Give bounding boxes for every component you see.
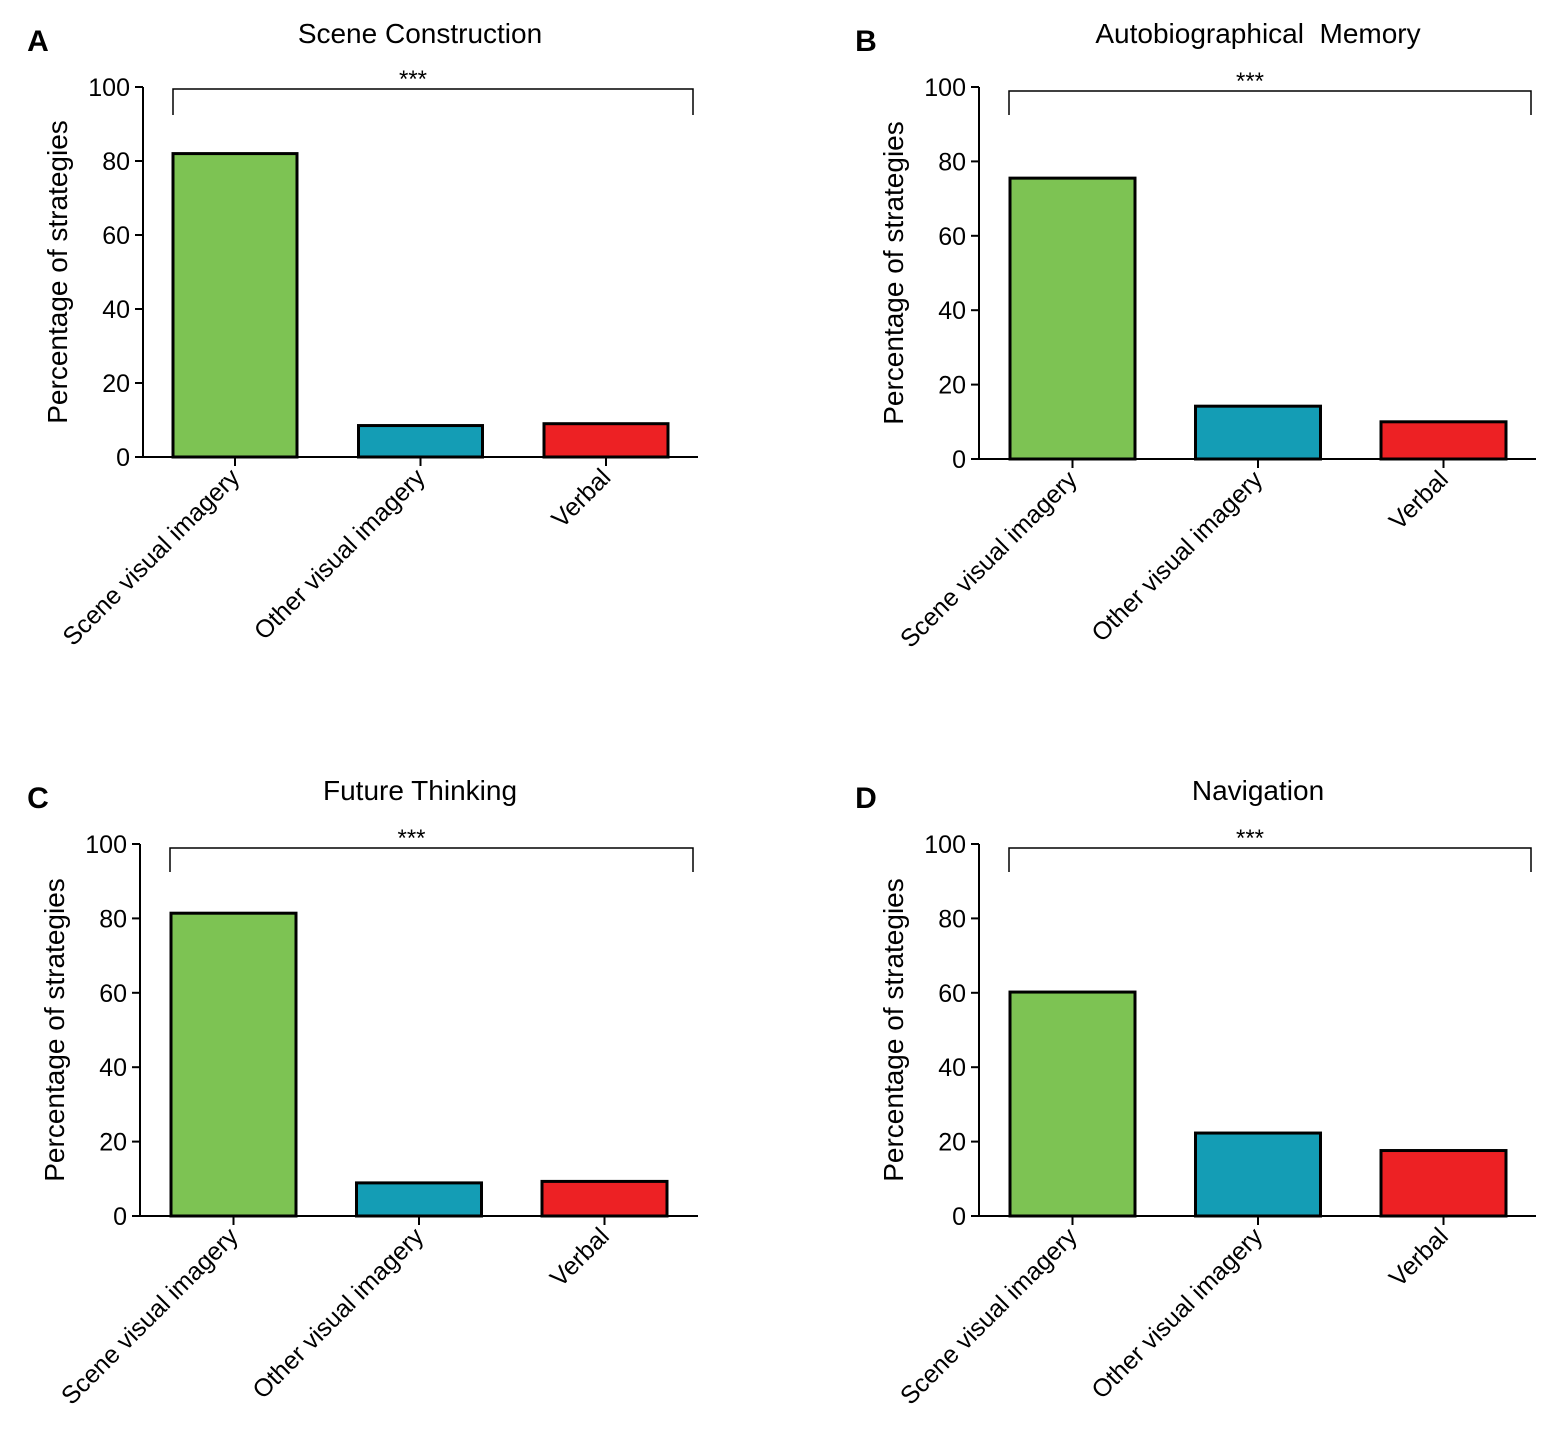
panel-letter: D bbox=[855, 782, 877, 815]
bar-verbal bbox=[540, 1179, 669, 1218]
panel-d: D Navigation Percentage of strategies 0 20 40… bbox=[855, 775, 1536, 1410]
x-tick-label: Other visual imagery bbox=[247, 1222, 429, 1404]
y-tick-label: 60 bbox=[938, 980, 966, 1008]
y-tick-label: 20 bbox=[102, 370, 130, 398]
y-tick-label: 0 bbox=[952, 446, 966, 474]
significance-bracket bbox=[1008, 847, 1532, 872]
bar-other-visual-imagery bbox=[357, 424, 484, 459]
bar-other-visual-imagery bbox=[1194, 1131, 1322, 1218]
x-tick-label: Other visual imagery bbox=[1086, 1222, 1268, 1404]
x-tick-label: Scene visual imagery bbox=[895, 465, 1083, 653]
significance-label: *** bbox=[1236, 68, 1264, 95]
y-tick-label: 80 bbox=[938, 905, 966, 933]
x-tick-label: Scene visual imagery bbox=[895, 1222, 1083, 1410]
y-tick-label: 0 bbox=[113, 1203, 127, 1231]
significance-bracket bbox=[169, 847, 694, 872]
x-tick-label: Verbal bbox=[545, 1222, 615, 1292]
bar-scene-visual-imagery bbox=[169, 911, 298, 1218]
y-tick-label: 80 bbox=[99, 905, 127, 933]
y-tick-label: 80 bbox=[938, 148, 966, 176]
panel-letter: C bbox=[27, 782, 49, 815]
panel-c: C Future Thinking Percentage of strategies… bbox=[27, 775, 698, 1410]
significance-bracket bbox=[1008, 90, 1532, 115]
y-tick-label: 20 bbox=[99, 1129, 127, 1157]
y-tick-label: 40 bbox=[102, 296, 130, 324]
bar-scene-visual-imagery bbox=[1008, 176, 1137, 461]
y-tick-label: 20 bbox=[938, 372, 966, 400]
y-tick-label: 20 bbox=[938, 1129, 966, 1157]
y-tick-label: 100 bbox=[85, 831, 127, 859]
bar-verbal bbox=[542, 422, 670, 459]
y-tick-label: 40 bbox=[99, 1054, 127, 1082]
y-axis-label: Percentage of strategies bbox=[878, 121, 909, 425]
bar-verbal bbox=[1379, 1149, 1508, 1218]
significance-label: *** bbox=[397, 825, 425, 852]
y-tick-label: 0 bbox=[116, 444, 130, 472]
x-tick-label: Scene visual imagery bbox=[57, 463, 245, 651]
x-tick-label: Verbal bbox=[1384, 465, 1454, 535]
significance-bracket bbox=[172, 88, 694, 115]
y-tick-label: 80 bbox=[102, 148, 130, 176]
y-axis-label: Percentage of strategies bbox=[42, 120, 73, 424]
chart-title: Autobiographical Memory bbox=[1095, 18, 1420, 49]
panel-b: B Autobiographical Memory Percentage of st… bbox=[855, 18, 1536, 653]
y-tick-label: 100 bbox=[924, 831, 966, 859]
chart-title: Navigation bbox=[1192, 775, 1324, 806]
chart-title: Future Thinking bbox=[323, 775, 517, 806]
y-axis-label: Percentage of strategies bbox=[39, 878, 70, 1182]
bar-scene-visual-imagery bbox=[171, 152, 299, 459]
y-tick-label: 100 bbox=[88, 74, 130, 102]
bar-verbal bbox=[1379, 420, 1508, 461]
y-tick-label: 60 bbox=[938, 223, 966, 251]
y-axis-label: Percentage of strategies bbox=[878, 878, 909, 1182]
chart-title: Scene Construction bbox=[298, 18, 542, 49]
significance-label: *** bbox=[399, 66, 427, 93]
x-tick-label: Scene visual imagery bbox=[56, 1222, 244, 1410]
panel-letter: B bbox=[855, 25, 877, 58]
y-tick-label: 0 bbox=[952, 1203, 966, 1231]
x-tick-label: Verbal bbox=[1384, 1222, 1454, 1292]
panel-letter: A bbox=[27, 25, 49, 58]
x-tick-label: Other visual imagery bbox=[1086, 465, 1268, 647]
bar-other-visual-imagery bbox=[355, 1181, 483, 1218]
bar-scene-visual-imagery bbox=[1008, 990, 1137, 1218]
y-tick-label: 40 bbox=[938, 1054, 966, 1082]
y-tick-label: 100 bbox=[924, 74, 966, 102]
x-tick-label: Other visual imagery bbox=[249, 463, 431, 645]
y-tick-label: 60 bbox=[102, 222, 130, 250]
x-tick-label: Verbal bbox=[546, 463, 616, 533]
y-tick-label: 40 bbox=[938, 297, 966, 325]
panel-a: A Scene Construction Percentage of strateg… bbox=[27, 18, 698, 651]
y-tick-label: 60 bbox=[99, 980, 127, 1008]
significance-label: *** bbox=[1236, 825, 1264, 852]
bar-other-visual-imagery bbox=[1194, 404, 1322, 461]
